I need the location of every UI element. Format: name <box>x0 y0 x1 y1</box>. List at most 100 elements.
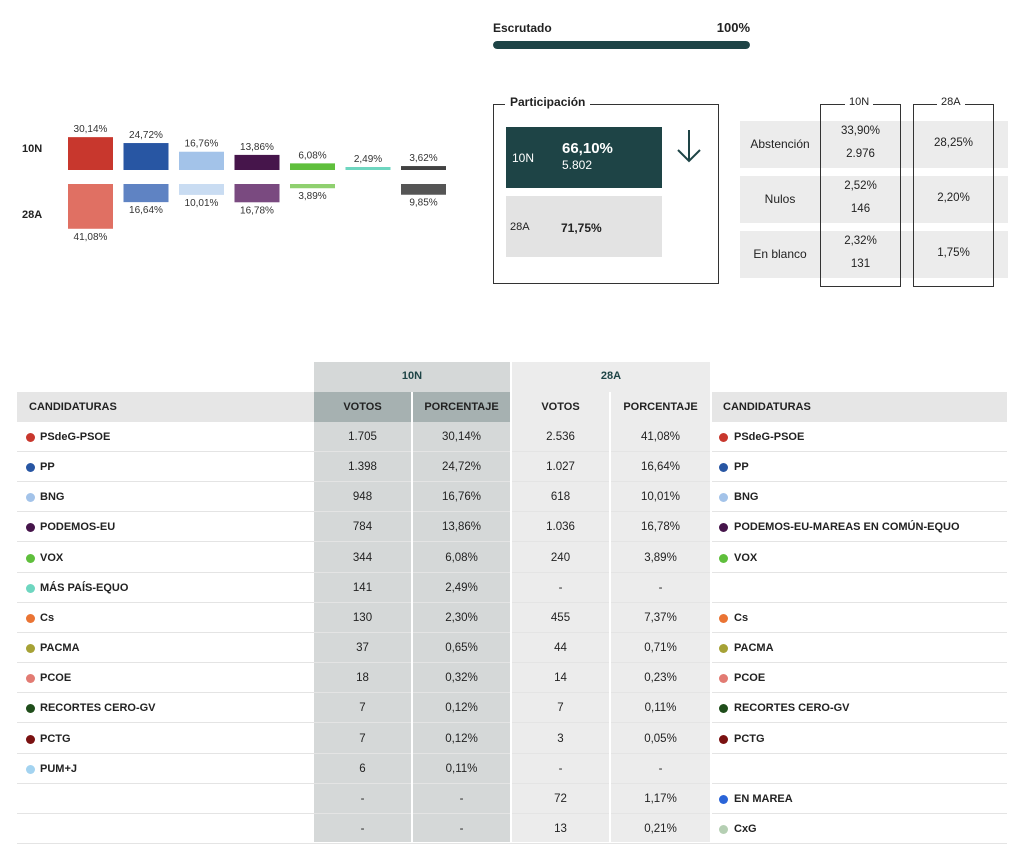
party-color-dot <box>26 704 35 713</box>
party-name-28a: PODEMOS-EU-MAREAS EN COMÚN-EQUO <box>734 521 960 533</box>
arrow-down-icon <box>677 130 701 163</box>
percent-10n: 30,14% <box>441 431 481 443</box>
percent-10n: 0,11% <box>445 763 478 775</box>
percent-28a: 16,64% <box>640 461 680 473</box>
votes-28a: 14 <box>554 672 567 684</box>
votes-28a: - <box>558 582 563 594</box>
percent-28a: 0,21% <box>644 823 677 835</box>
percent-10n: 0,65% <box>445 642 478 654</box>
bar-28a <box>179 184 224 195</box>
party-color-dot <box>719 493 728 502</box>
participation-28a-label: 28A <box>510 221 530 233</box>
abstention-row-label: Abstención <box>750 137 810 151</box>
table-row: RECORTES CERO-GV 7 0,12% 7 0,11% RECORTES CER… <box>17 693 1007 723</box>
bar-28a <box>68 184 113 229</box>
votes-28a: 44 <box>554 642 567 654</box>
votes-28a: 455 <box>550 612 571 624</box>
abstention-28a-column-frame <box>913 104 994 287</box>
header-percent-10n: PORCENTAJE <box>424 401 499 413</box>
party-name-28a: CxG <box>734 823 757 835</box>
bar-10n <box>290 163 335 170</box>
party-color-dot <box>26 674 35 683</box>
party-name-10n: PCTG <box>40 733 71 745</box>
votes-10n: - <box>360 823 365 835</box>
scrutiny-percent: 100% <box>716 20 750 35</box>
percent-28a: - <box>658 763 663 775</box>
abstention-10n-count: 146 <box>850 203 871 215</box>
abstention-row <box>740 176 1008 223</box>
votes-28a: 13 <box>554 823 567 835</box>
table-row: - - 13 0,21% CxG <box>17 814 1007 844</box>
abstention-row-label: Nulos <box>764 192 796 206</box>
abstention-10n-percent: 2,32% <box>844 235 877 247</box>
participation-10n-card: 10N 66,10% 5.802 <box>506 127 662 188</box>
party-name-10n: PP <box>40 461 55 473</box>
party-name-10n: PCOE <box>40 672 72 684</box>
votes-10n: 130 <box>352 612 373 624</box>
percent-10n: 6,08% <box>445 552 478 564</box>
party-name-10n: PSdeG-PSOE <box>40 431 111 443</box>
header-percent-10n-bg <box>413 392 510 422</box>
party-name-28a: PCTG <box>734 733 765 745</box>
votes-10n: 7 <box>359 733 366 745</box>
party-color-dot <box>719 674 728 683</box>
abstention-row-label: En blanco <box>753 247 807 261</box>
participation-10n-label: 10N <box>512 151 535 165</box>
row-label-28a: 28A <box>22 209 42 221</box>
table-row: PACMA 37 0,65% 44 0,71% PACMA <box>17 633 1007 663</box>
column-separator <box>609 392 611 842</box>
votes-10n: 344 <box>352 552 373 564</box>
abstention-10n-percent: 33,90% <box>840 125 880 137</box>
percent-28a: 3,89% <box>644 552 677 564</box>
votes-28a: 72 <box>554 793 567 805</box>
participation-10n-percent: 66,10% <box>562 140 613 157</box>
percent-10n: - <box>459 823 464 835</box>
abstention-10n-header: 10N <box>845 96 874 108</box>
party-name-28a: PSdeG-PSOE <box>734 431 805 443</box>
party-name-10n: BNG <box>40 491 65 503</box>
votes-10n: 1.398 <box>348 461 377 473</box>
abstention-10n-count: 2.976 <box>846 148 875 160</box>
votes-10n: 18 <box>356 672 369 684</box>
table-row: VOX 344 6,08% 240 3,89% VOX <box>17 543 1007 573</box>
bar-10n <box>123 143 169 170</box>
bar-28a-label: 3,89% <box>298 191 326 202</box>
percent-28a: - <box>658 582 663 594</box>
bar-10n-label: 13,86% <box>240 142 274 153</box>
party-name-28a: PCOE <box>734 672 766 684</box>
votes-10n: 141 <box>352 582 373 594</box>
party-name-28a: Cs <box>734 612 749 624</box>
percent-28a: 7,37% <box>644 612 677 624</box>
abstention-28a-percent: 28,25% <box>933 137 973 149</box>
party-color-dot <box>719 704 728 713</box>
party-color-dot <box>719 463 728 472</box>
party-color-dot <box>26 614 35 623</box>
votes-10n: 6 <box>359 763 366 775</box>
votes-28a: 3 <box>557 733 564 745</box>
bar-28a-label: 16,78% <box>240 205 274 216</box>
party-color-dot <box>719 795 728 804</box>
party-name-10n: MÁS PAÍS-EQUO <box>40 582 129 594</box>
party-color-dot <box>26 584 35 593</box>
table-row: PCTG 7 0,12% 3 0,05% PCTG <box>17 724 1007 754</box>
party-color-dot <box>719 433 728 442</box>
party-color-dot <box>26 644 35 653</box>
votes-10n: 37 <box>356 642 369 654</box>
bar-28a <box>123 184 169 203</box>
party-name-28a: RECORTES CERO-GV <box>734 702 850 714</box>
column-separator <box>510 392 512 842</box>
table-row: MÁS PAÍS-EQUO 141 2,49% - - <box>17 573 1007 603</box>
abstention-10n-percent: 2,52% <box>844 180 877 192</box>
party-name-10n: VOX <box>40 552 64 564</box>
header-candidaturas-left: CANDIDATURAS <box>29 401 117 413</box>
participation-28a-percent: 71,75% <box>561 221 602 235</box>
votes-28a: 2.536 <box>546 431 575 443</box>
bar-10n <box>179 151 224 170</box>
votes-10n: 948 <box>352 491 373 503</box>
bar-28a-label: 16,64% <box>129 205 163 216</box>
percent-28a: 0,23% <box>644 672 677 684</box>
header-votes-10n: VOTOS <box>343 401 382 413</box>
bar-10n-label: 6,08% <box>298 150 326 161</box>
table-row: BNG 948 16,76% 618 10,01% BNG <box>17 482 1007 512</box>
header-bar-right <box>712 392 1007 422</box>
